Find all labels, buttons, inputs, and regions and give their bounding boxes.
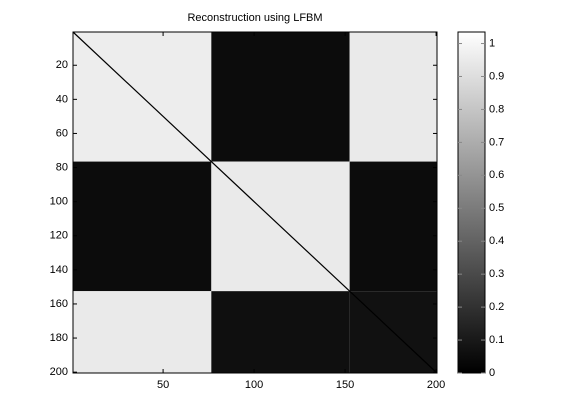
x-tick-label: 100 — [245, 379, 263, 391]
colorbar-tick-label: 0 — [489, 367, 495, 379]
y-tick-label: 180 — [50, 332, 68, 344]
chart-title: Reconstruction using LFBM — [187, 12, 322, 24]
colorbar — [458, 32, 485, 373]
colorbar-tick-label: 1 — [489, 37, 495, 49]
colorbar-frame — [457, 31, 486, 374]
heat-cell — [73, 291, 212, 373]
y-tick-label: 140 — [50, 264, 68, 276]
colorbar-tick-label: 0.4 — [489, 235, 504, 247]
y-tick-label: 120 — [50, 230, 68, 242]
y-tick-label: 40 — [56, 93, 68, 105]
x-tick-label: 150 — [336, 379, 354, 391]
colorbar-tick-label: 0.5 — [489, 202, 504, 214]
y-tick-label: 60 — [56, 127, 68, 139]
colorbar-tick-label: 0.8 — [489, 103, 504, 115]
colorbar-tick-label: 0.1 — [489, 334, 504, 346]
heat-cell — [211, 291, 350, 373]
colorbar-tick-label: 0.7 — [489, 136, 504, 148]
colorbar-tick-label: 0.2 — [489, 301, 504, 313]
x-tick-label: 200 — [427, 379, 445, 391]
x-tick-label: 50 — [157, 379, 169, 391]
colorbar-tick-label: 0.3 — [489, 268, 504, 280]
heat-cell — [349, 32, 437, 162]
y-tick-label: 80 — [56, 161, 68, 173]
heat-cell — [211, 32, 350, 162]
colorbar-tick-label: 0.6 — [489, 169, 504, 181]
y-tick-label: 160 — [50, 298, 68, 310]
plot-frame — [72, 31, 438, 374]
heat-cell — [349, 161, 437, 292]
y-tick-label: 20 — [56, 59, 68, 71]
y-tick-label: 200 — [50, 366, 68, 378]
colorbar-tick-label: 0.9 — [489, 70, 504, 82]
diagonal — [72, 31, 438, 374]
heat-cell — [73, 161, 212, 292]
y-tick-label: 100 — [50, 196, 68, 208]
